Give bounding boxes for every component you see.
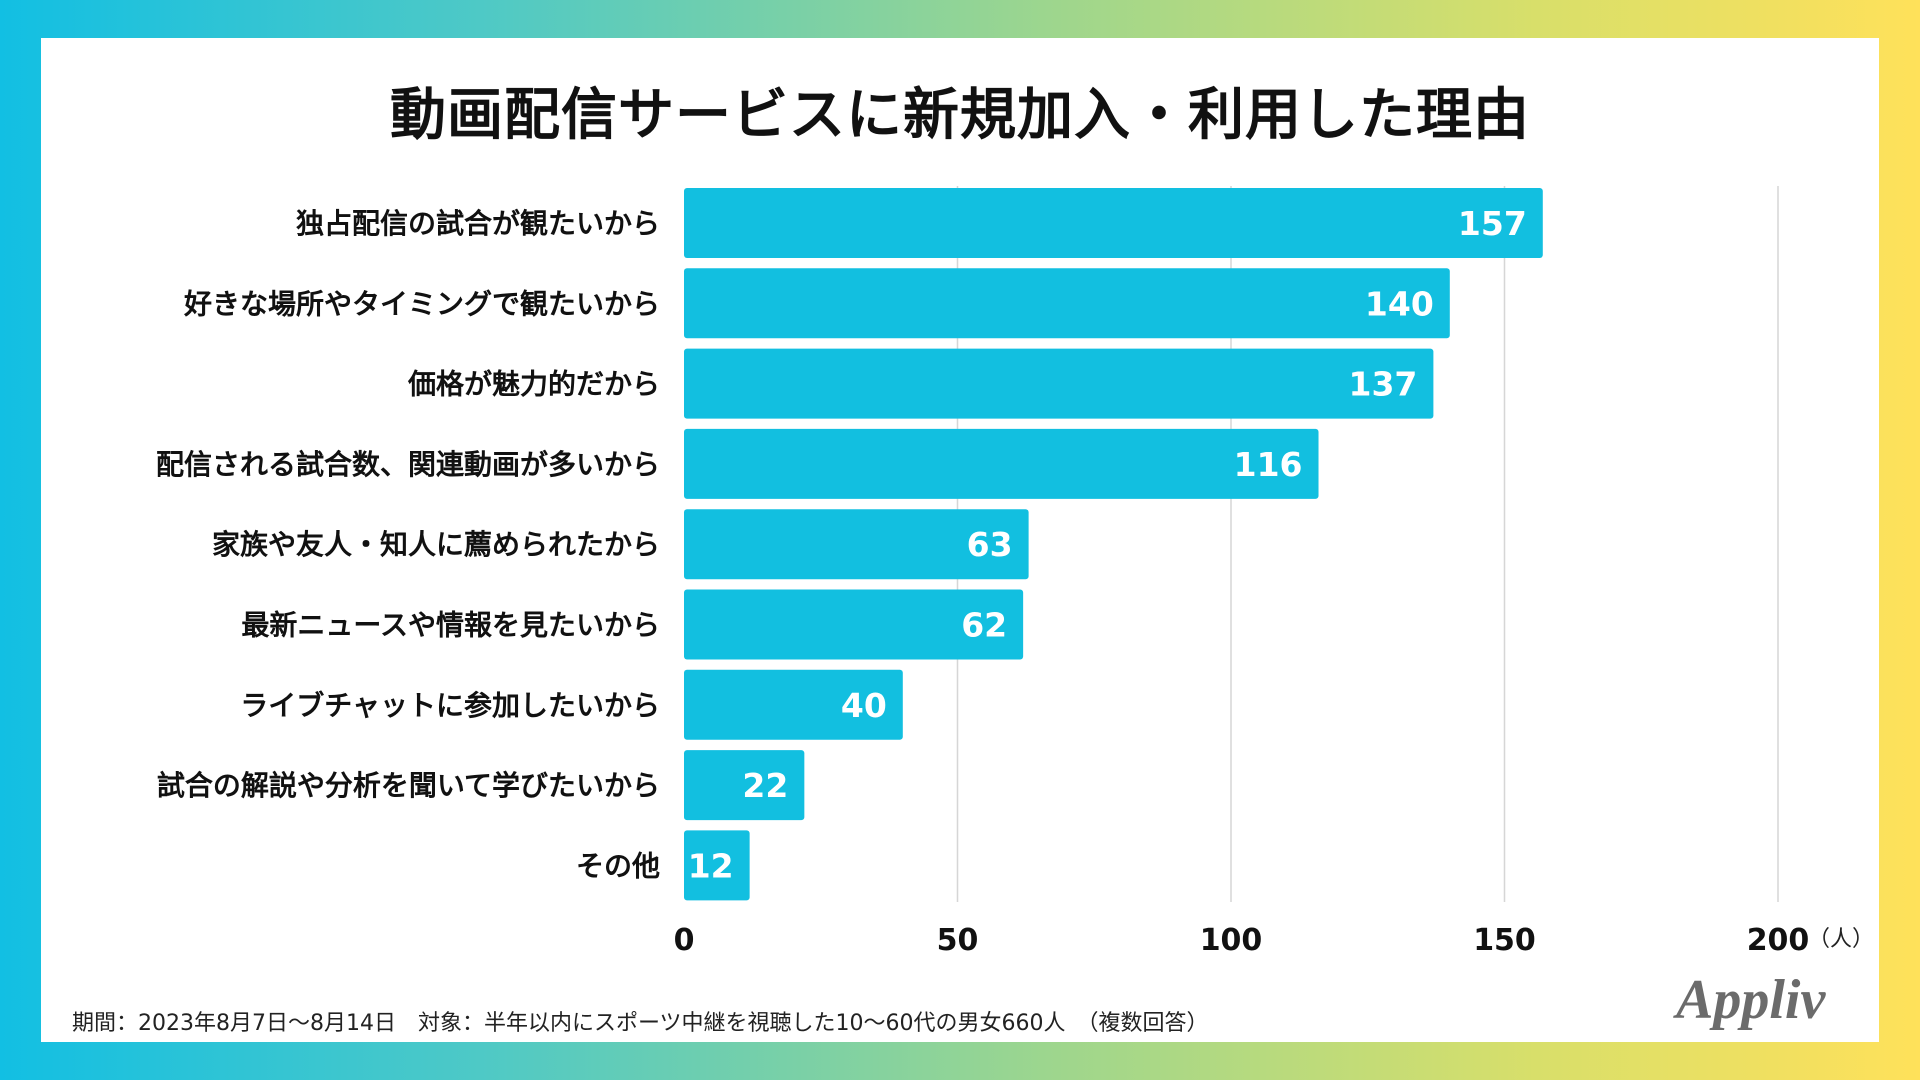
bar-4 — [684, 428, 1319, 499]
bar-5 — [684, 509, 1029, 580]
bar-6 — [684, 589, 1024, 660]
category-label-8: 試合の解説や分析を聞いて学びたいから — [157, 769, 660, 802]
bar-value-label-8: 22 — [742, 766, 788, 805]
x-tick-label-50: 50 — [937, 923, 979, 958]
bar-9 — [684, 830, 750, 901]
category-label-5: 家族や友人・知人に薦められたから — [212, 528, 660, 561]
chart-title: 動画配信サービスに新規加入・利用した理由 — [390, 83, 1530, 148]
bar-2 — [684, 268, 1450, 339]
category-label-4: 配信される試合数、関連動画が多いから — [156, 448, 660, 481]
bar-3 — [684, 348, 1434, 419]
bar-value-label-6: 62 — [961, 606, 1007, 645]
category-label-3: 価格が魅力的だから — [407, 368, 660, 401]
x-tick-label-150: 150 — [1473, 923, 1536, 958]
category-label-2: 好きな場所やタイミングで観たいから — [183, 287, 660, 320]
logo-text: Appliv — [1673, 969, 1826, 1031]
bar-value-label-2: 140 — [1365, 284, 1434, 323]
bar-value-label-9: 12 — [688, 846, 734, 885]
applive-logo: Appliv — [1673, 969, 1826, 1031]
x-tick-label-0: 0 — [674, 923, 695, 958]
bar-value-label-5: 63 — [967, 525, 1013, 564]
category-label-6: 最新ニュースや情報を見たいから — [241, 609, 660, 642]
bar-value-label-1: 157 — [1458, 204, 1527, 243]
x-tick-label-100: 100 — [1200, 923, 1263, 958]
footer-note: 期間：2023年8月7日〜8月14日 対象：半年以内にスポーツ中継を視聴した10… — [72, 1011, 1209, 1036]
bar-value-label-4: 116 — [1234, 445, 1303, 484]
category-label-7: ライブチャットに参加したいから — [240, 689, 660, 722]
category-label-9: その他 — [576, 849, 660, 882]
x-tick-label-200: 200 — [1747, 923, 1810, 958]
bar-value-label-3: 137 — [1348, 365, 1417, 404]
bar-value-label-7: 40 — [841, 686, 887, 725]
bar-1 — [684, 188, 1543, 258]
bar-7 — [684, 669, 903, 740]
x-axis-unit-label: （人） — [1808, 927, 1874, 952]
bar-8 — [684, 750, 805, 821]
category-label-1: 独占配信の試合が観たいから — [296, 207, 660, 240]
